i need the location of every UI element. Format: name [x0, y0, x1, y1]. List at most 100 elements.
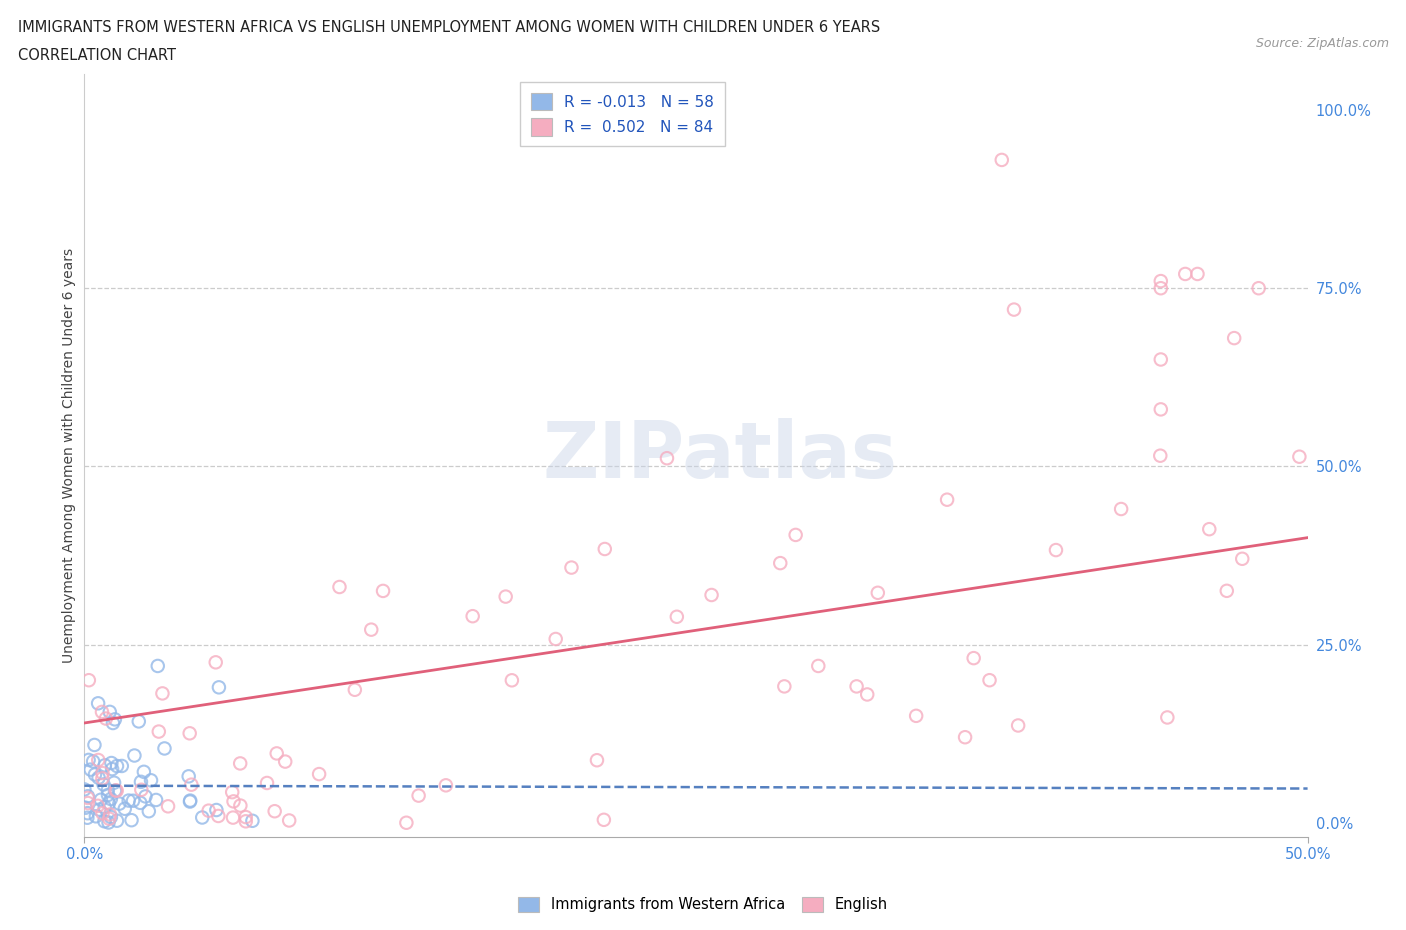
Point [77, 795, 100, 810]
Point [132, 764, 155, 779]
Point [1109, 501, 1132, 516]
Point [1150, 402, 1173, 417]
Point [235, 814, 257, 829]
Point [94, 711, 117, 726]
Point [128, 714, 150, 729]
Point [593, 541, 616, 556]
Point [98, 811, 121, 826]
Text: ZIPatlas: ZIPatlas [543, 418, 898, 494]
Point [104, 783, 127, 798]
Point [655, 451, 678, 466]
Point [77, 752, 100, 767]
Point [1247, 281, 1270, 296]
Point [134, 789, 156, 804]
Point [97, 815, 120, 830]
Text: CORRELATION CHART: CORRELATION CHART [18, 48, 176, 63]
Point [807, 658, 830, 673]
Point [129, 775, 152, 790]
Point [343, 683, 366, 698]
Point [179, 793, 201, 808]
Point [108, 796, 131, 811]
Point [278, 813, 301, 828]
Point [138, 804, 160, 818]
Point [76, 790, 98, 805]
Point [845, 679, 868, 694]
Point [242, 814, 264, 829]
Point [1007, 718, 1029, 733]
Point [79, 763, 101, 777]
Point [98, 807, 121, 822]
Point [501, 673, 523, 688]
Point [97, 788, 120, 803]
Point [266, 746, 288, 761]
Point [979, 672, 1001, 687]
Point [100, 755, 122, 770]
Point [197, 804, 219, 818]
Point [101, 762, 124, 777]
Point [773, 679, 796, 694]
Point [98, 704, 121, 719]
Point [122, 793, 145, 808]
Point [205, 803, 228, 817]
Point [153, 741, 176, 756]
Point [308, 766, 330, 781]
Point [1002, 302, 1025, 317]
Point [235, 810, 257, 825]
Point [461, 609, 484, 624]
Point [124, 748, 146, 763]
Point [148, 724, 170, 739]
Point [371, 583, 394, 598]
Point [263, 804, 285, 818]
Point [179, 726, 201, 741]
Point [93, 814, 115, 829]
Point [105, 759, 128, 774]
Point [90, 792, 112, 807]
Point [73, 782, 96, 797]
Point [118, 793, 141, 808]
Point [592, 813, 614, 828]
Point [139, 773, 162, 788]
Point [179, 794, 201, 809]
Legend: Immigrants from Western Africa, English: Immigrants from Western Africa, English [513, 891, 893, 918]
Point [905, 709, 928, 724]
Point [94, 758, 117, 773]
Point [953, 730, 976, 745]
Point [1150, 273, 1173, 288]
Point [990, 153, 1012, 167]
Y-axis label: Unemployment Among Women with Children Under 6 years: Unemployment Among Women with Children U… [62, 248, 76, 663]
Point [77, 672, 100, 687]
Point [1156, 710, 1178, 724]
Point [87, 798, 110, 813]
Point [408, 789, 430, 804]
Point [180, 777, 202, 792]
Point [395, 816, 418, 830]
Point [103, 776, 125, 790]
Point [207, 808, 229, 823]
Point [177, 769, 200, 784]
Point [114, 802, 136, 817]
Point [229, 798, 252, 813]
Legend: R = -0.013   N = 58, R =  0.502   N = 84: R = -0.013 N = 58, R = 0.502 N = 84 [520, 82, 725, 146]
Point [91, 705, 114, 720]
Point [104, 712, 127, 727]
Point [1223, 331, 1246, 346]
Point [222, 794, 245, 809]
Point [84, 809, 107, 824]
Point [204, 655, 226, 670]
Point [208, 680, 231, 695]
Point [328, 579, 350, 594]
Point [665, 609, 688, 624]
Point [434, 777, 457, 792]
Point [84, 767, 107, 782]
Text: IMMIGRANTS FROM WESTERN AFRICA VS ENGLISH UNEMPLOYMENT AMONG WOMEN WITH CHILDREN: IMMIGRANTS FROM WESTERN AFRICA VS ENGLIS… [18, 20, 880, 35]
Point [1187, 267, 1209, 282]
Point [191, 810, 214, 825]
Point [221, 785, 243, 800]
Point [700, 588, 723, 603]
Point [586, 752, 609, 767]
Point [856, 687, 879, 702]
Point [1198, 522, 1220, 537]
Point [544, 631, 567, 646]
Point [93, 777, 115, 791]
Point [93, 800, 115, 815]
